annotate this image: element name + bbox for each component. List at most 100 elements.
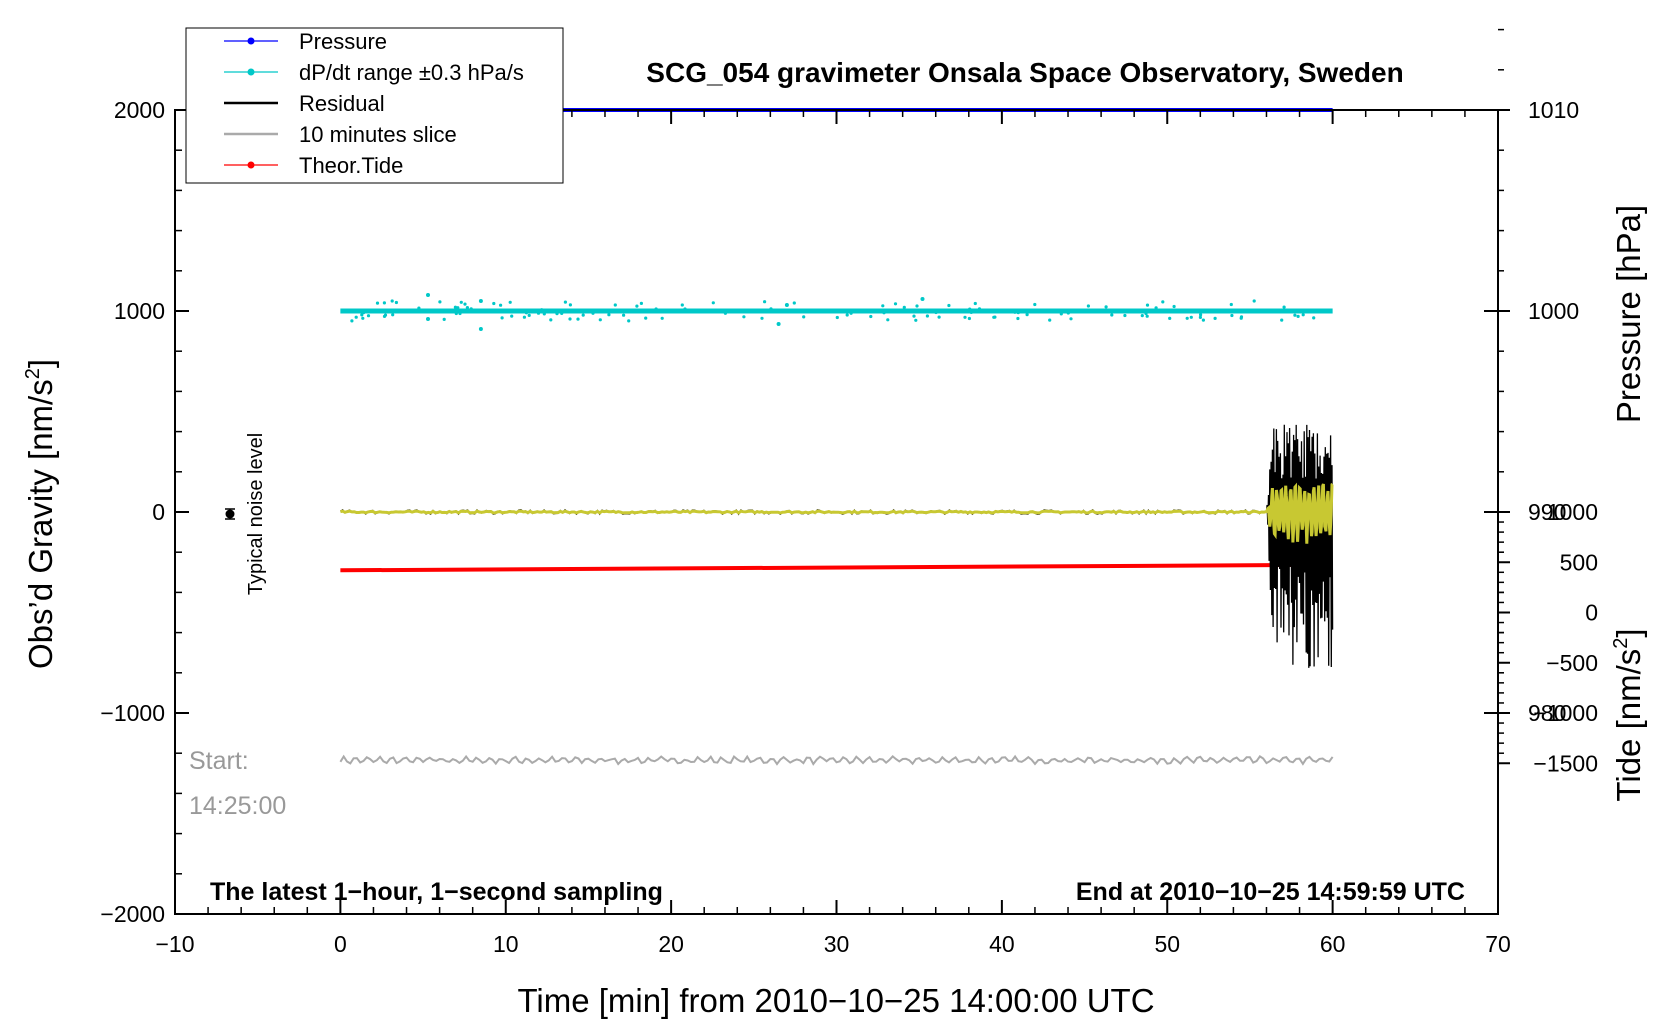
dpdt-point [478,299,483,303]
tide-tick-label: 1000 [1547,499,1598,525]
tide-tick-label: −1500 [1533,750,1598,776]
series-10-minute-slice [339,754,1334,766]
dpdt-point [383,313,388,317]
tide-tick-label: 500 [1560,549,1598,575]
dpdt-point [613,303,617,307]
dpdt-point [1145,303,1150,307]
tide-axis-ticks: 1000 500 0 −500 −1000 −1500 [1498,499,1598,776]
tide-tick-label: 0 [1585,600,1598,626]
dpdt-point [1229,302,1233,307]
dpdt-point [454,311,458,316]
tide-axis-label-sup: 2 [1610,638,1632,649]
dpdt-point [368,308,372,312]
legend: Pressure dP/dt range ±0.3 hPa/s Residual 10… [185,27,564,184]
dpdt-point [635,304,639,308]
dpdt-point [881,304,885,308]
dpdt-point [1016,316,1020,321]
dpdt-point [1280,318,1284,322]
dpdt-point [563,300,568,304]
dpdt-point [896,308,901,312]
dpdt-point [366,314,371,318]
series-residual-filtered [340,482,1334,544]
dpdt-point [492,301,496,306]
pressure-tick-label: 1010 [1528,97,1579,123]
dpdt-point [1123,313,1127,318]
dpdt-point [967,316,972,321]
dpdt-point [1161,300,1165,304]
dpdt-point [869,314,873,319]
dpdt-point [882,311,886,315]
dpdt-point [1172,304,1176,309]
dpdt-point [391,313,395,317]
dpdt-point [963,315,967,319]
dpdt-point [527,313,531,317]
y-tick-label: −1000 [100,700,165,726]
dpdt-point [973,301,977,306]
dpdt-point [1154,306,1158,310]
tide-axis-label-main: Tide [nm/s [1610,649,1647,802]
dpdt-point [902,305,906,309]
dpdt-point [390,299,394,303]
legend-marker-dpdt [247,68,255,76]
dpdt-point [659,309,663,313]
y-axis-label-sup: 2 [22,368,44,379]
dpdt-point [1168,316,1172,320]
start-label: Start: [189,747,249,775]
dpdt-point [1301,313,1305,317]
dpdt-point [622,313,626,317]
dpdt-point [1252,299,1256,303]
start-time-label: 14:25:00 [189,792,286,820]
dpdt-point [607,313,611,317]
dpdt-point [947,303,951,308]
y-axis-label-main: Obs’d Gravity [nm/s [22,379,59,669]
x-axis-ticks: −10 0 10 20 30 40 50 60 70 [155,110,1511,957]
dpdt-point [598,318,602,322]
dpdt-point [1110,313,1114,317]
dpdt-point [1048,318,1052,322]
pressure-axis-ticks: 1030102010101000990980 [1498,28,1579,726]
x-tick-label: 20 [658,931,684,957]
dpdt-point [963,308,967,312]
dpdt-point [760,316,764,320]
dpdt-point [536,311,541,315]
pressure-axis-label: Pressure [hPa] [1610,205,1647,423]
dpdt-point [463,302,467,306]
dpdt-point [1059,312,1063,316]
dpdt-point [769,307,773,311]
x-tick-label: 70 [1485,931,1511,957]
dpdt-point [802,315,806,319]
dpdt-point [1025,313,1029,317]
dpdt-point [510,314,514,318]
dpdt-point [977,307,982,311]
dpdt-point [627,319,631,323]
dpdt-point [776,322,781,326]
end-time-note: End at 2010−10−25 14:59:59 UTC [1076,878,1465,906]
dpdt-point [581,313,585,317]
dpdt-point [500,316,504,320]
dpdt-point [742,315,746,319]
dpdt-point [499,303,503,307]
dpdt-point [1239,315,1244,319]
dpdt-point [362,311,366,315]
dpdt-point [886,318,890,322]
noise-level-marker [225,508,235,520]
dpdt-point [360,313,364,317]
tide-axis-label-close: ] [1610,628,1647,637]
dpdt-point [1198,315,1202,319]
x-tick-label: 60 [1320,931,1346,957]
dpdt-point [763,300,767,304]
dpdt-point [438,300,442,304]
dpdt-point [934,310,938,315]
dpdt-point [382,301,386,305]
dpdt-point [568,303,573,307]
dpdt-point [992,315,996,319]
dpdt-point [417,306,421,310]
dpdt-point [442,317,446,321]
dpdt-point [542,312,546,316]
dpdt-point [549,318,553,322]
dpdt-point [576,317,580,321]
dpdt-point [459,300,463,304]
dpdt-point [719,309,723,313]
dpdt-point [1144,311,1148,316]
y-tick-label: 2000 [114,97,165,123]
